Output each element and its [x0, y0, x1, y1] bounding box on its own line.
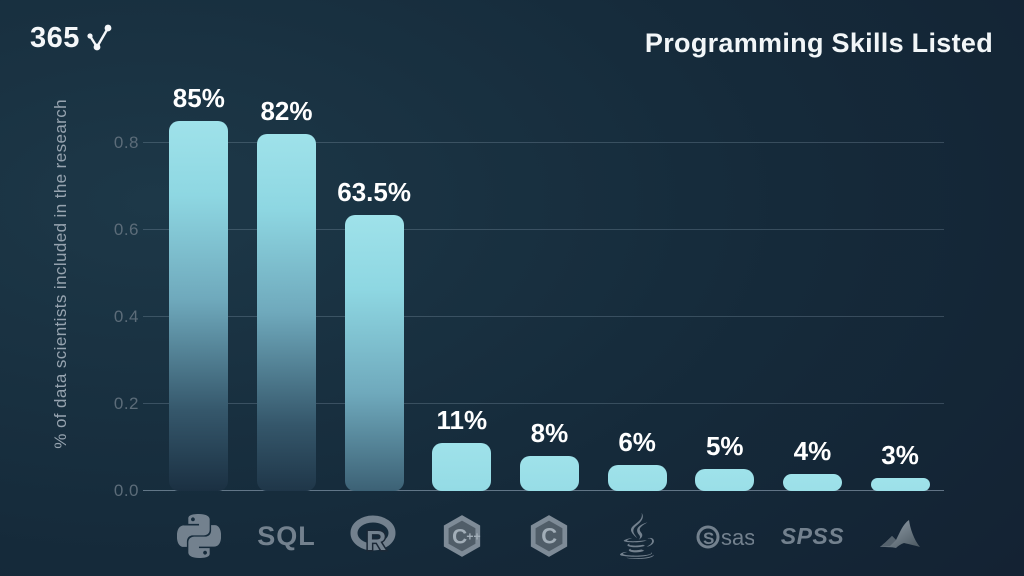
y-tick-label: 0.8 — [113, 133, 139, 152]
sql-icon: SQL — [243, 521, 330, 552]
gridline — [143, 142, 944, 143]
c-lang-icon: C — [506, 514, 593, 558]
bar-column-r: 63.5% — [331, 177, 418, 491]
svg-text:S: S — [703, 529, 714, 548]
y-axis-label: % of data scientists included in the res… — [51, 98, 70, 449]
bar-matlab — [870, 478, 930, 491]
sas-icon: S sas — [681, 517, 768, 555]
bar-r — [344, 215, 404, 491]
bar-value-label-sas: 5% — [705, 431, 744, 461]
bar-column-spss: 4% — [769, 436, 856, 491]
svg-text:R: R — [366, 525, 386, 556]
bar-python — [169, 121, 229, 491]
y-axis-ticks: 0.0 0.2 0.4 0.6 0.8 — [91, 56, 139, 500]
chart-title: Programming Skills Listed — [644, 28, 993, 58]
brand-logo-text: 365 — [30, 22, 80, 54]
bar-sas — [695, 469, 755, 491]
spss-icon-text: SPSS — [780, 522, 845, 549]
bar-column-matlab: 3% — [857, 440, 944, 491]
bar-column-cpp: 11% — [418, 405, 505, 491]
bar-cpp — [432, 443, 492, 491]
bar-column-sql: 82% — [243, 96, 330, 491]
bar-value-label-c: 8% — [530, 418, 569, 448]
bar-column-c: 8% — [506, 418, 593, 491]
bar-column-java: 6% — [594, 427, 681, 491]
python-icon — [155, 514, 242, 558]
bar-column-sas: 5% — [681, 431, 768, 491]
bar-c — [519, 456, 579, 491]
plot-area: 0.0 0.2 0.4 0.6 0.8 85% 82% 63.5% 11% 8% — [114, 56, 944, 500]
brand-logo-graph-icon — [87, 24, 112, 51]
bar-series: 85% 82% 63.5% 11% 8% 6% — [155, 56, 944, 491]
bar-value-label-matlab: 3% — [881, 440, 919, 470]
cpp-icon: C ++ — [418, 514, 505, 558]
brand-logo: 365 — [30, 20, 116, 56]
bar-value-label-java: 6% — [618, 427, 656, 457]
svg-text:++: ++ — [466, 529, 480, 543]
x-axis-icons: SQL R C ++ C — [155, 503, 944, 569]
bar-value-label-sql: 82% — [260, 96, 313, 126]
bar-sql — [256, 134, 316, 491]
svg-text:C: C — [452, 526, 467, 549]
bar-java — [607, 465, 667, 491]
bar-value-label-python: 85% — [172, 83, 225, 113]
bar-column-python: 85% — [155, 83, 242, 491]
gridline — [143, 403, 944, 404]
bar-spss — [782, 474, 842, 491]
y-tick-label: 0.4 — [113, 307, 139, 326]
matlab-icon — [857, 515, 944, 557]
gridline — [143, 316, 944, 317]
r-lang-icon: R — [331, 514, 418, 558]
svg-text:sas: sas — [721, 525, 754, 550]
y-tick-label: 0.0 — [113, 481, 139, 500]
y-tick-label: 0.6 — [113, 220, 139, 239]
bar-value-label-cpp: 11% — [436, 405, 488, 435]
gridline — [143, 229, 944, 230]
spss-icon: SPSS — [769, 523, 856, 550]
y-axis: % of data scientists included in the res… — [48, 56, 74, 491]
bar-value-label-r: 63.5% — [337, 177, 411, 207]
svg-text:C: C — [542, 524, 558, 549]
sql-icon-text: SQL — [257, 520, 316, 551]
java-icon — [594, 513, 681, 559]
bar-value-label-spss: 4% — [793, 436, 832, 466]
y-tick-label: 0.2 — [113, 394, 139, 413]
